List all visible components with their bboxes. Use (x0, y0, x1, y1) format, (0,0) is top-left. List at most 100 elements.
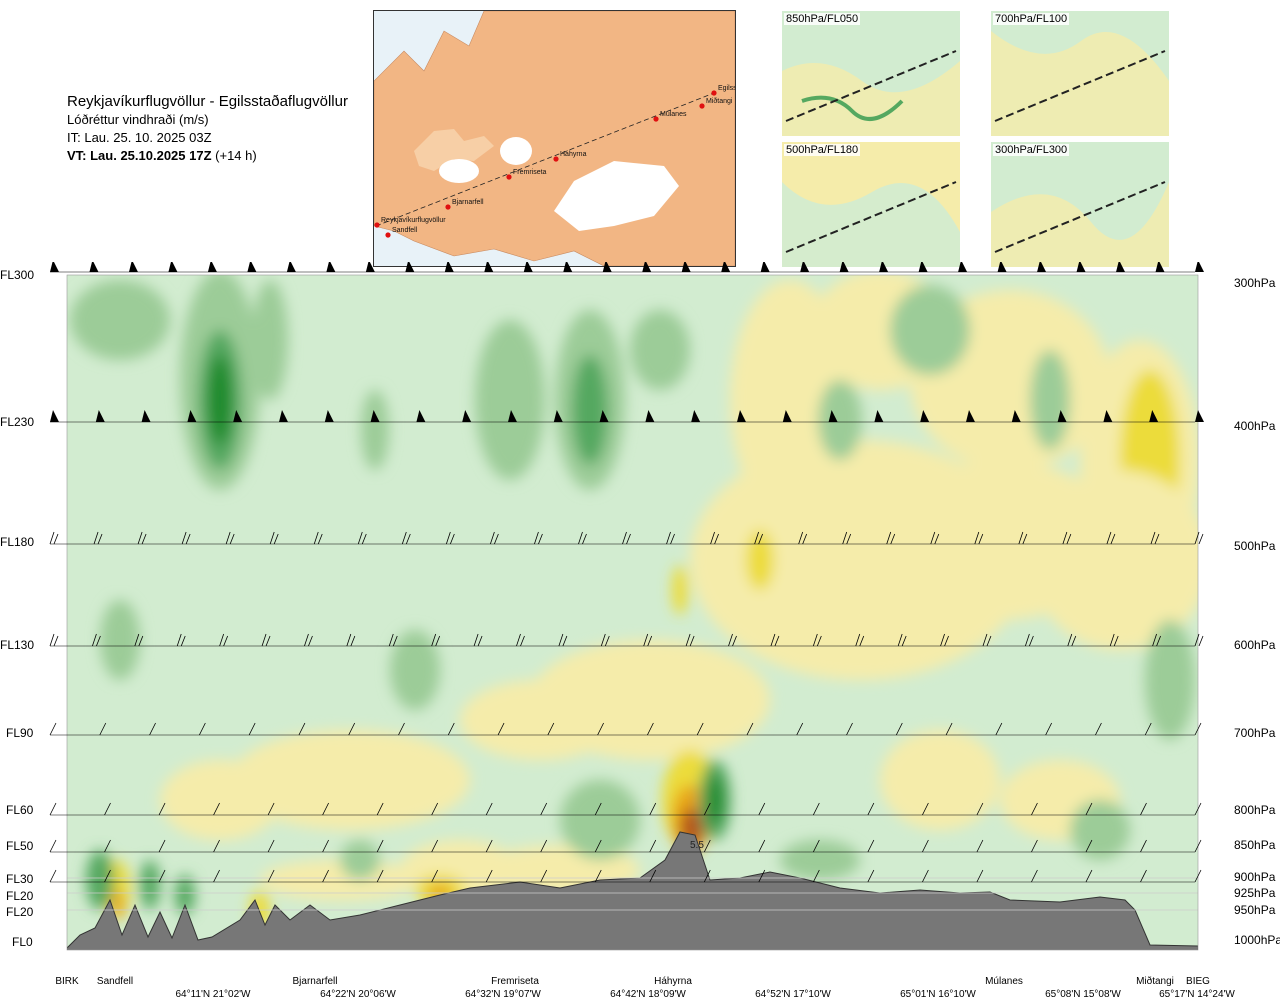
wind-barb (50, 410, 59, 422)
wind-barb (812, 633, 818, 647)
wind-barb (269, 531, 275, 545)
vertical-velocity-field (70, 275, 1198, 930)
wind-barb (1140, 802, 1147, 816)
map-waypoint-label: Miðtangi (706, 97, 733, 105)
wind-barb (1194, 722, 1202, 736)
wind-barb (758, 533, 763, 545)
fl-label: FL180 (0, 535, 35, 549)
map-waypoint-marker (653, 116, 659, 122)
thumb-300-svg (991, 142, 1169, 267)
wind-barb (365, 262, 375, 272)
map-waypoint-marker (553, 156, 559, 162)
wind-barb (326, 262, 336, 272)
wind-barb (846, 533, 852, 545)
wind-barb (49, 802, 57, 816)
wind-barb (141, 410, 151, 422)
wind-barb (304, 633, 309, 647)
wind-barb (213, 839, 220, 853)
thumbnail-300hpa[interactable]: 300hPa/FL300 (991, 142, 1169, 267)
coordinate-label: 64°42'N 18°09'W (610, 989, 686, 1000)
wind-barb (1062, 531, 1068, 545)
wind-barb (1194, 531, 1200, 545)
wind-barb (1140, 839, 1147, 853)
wind-barb (219, 633, 225, 647)
wind-barb (1018, 531, 1024, 545)
pressure-label: 600hPa (1234, 638, 1276, 652)
coordinate-label: 65°08'N 15°08'W (1045, 989, 1121, 1000)
map-waypoint-label: Fremriseta (513, 169, 547, 176)
wind-barb (158, 802, 166, 816)
wind-barb (599, 410, 609, 422)
wind-barb (922, 839, 929, 853)
wind-barb (49, 722, 57, 736)
wind-barb (1076, 262, 1086, 272)
wind-barb (485, 802, 493, 816)
map-waypoint-marker (506, 174, 512, 180)
wind-barb (520, 635, 525, 647)
coordinate-label: 64°52'N 17°10'W (755, 989, 831, 1000)
wind-barb (1106, 531, 1112, 545)
wind-barb (223, 635, 229, 647)
vertical-velocity-cell (70, 280, 170, 360)
wind-barb (920, 410, 930, 422)
wind-barb (1031, 869, 1038, 883)
wind-barb (597, 722, 604, 736)
wind-barb (1045, 722, 1053, 736)
parameter-label: Lóðréttur vindhraði (m/s) (67, 112, 209, 127)
wind-barb (846, 722, 853, 736)
vertical-velocity-cell (880, 730, 1000, 830)
pressure-label: 800hPa (1234, 803, 1276, 817)
max-value-annotation: 5.5 (690, 840, 704, 851)
thumbnail-850hpa[interactable]: 850hPa/FL050 (782, 11, 960, 136)
map-waypoint-label: Múlanes (660, 111, 687, 118)
pressure-label: 300hPa (1234, 276, 1276, 290)
vertical-velocity-cell (140, 860, 160, 910)
pressure-label: 950hPa (1234, 903, 1276, 917)
vertical-velocity-cell (361, 390, 389, 470)
vertical-velocity-cell (1030, 350, 1070, 450)
wind-barb (233, 410, 243, 422)
vertical-velocity-cell (560, 780, 640, 860)
wind-barb (582, 533, 587, 545)
coordinate-label: 64°22'N 20°06'W (320, 989, 396, 1000)
wind-barb (689, 635, 695, 647)
wind-barb (313, 531, 319, 545)
wind-barb (431, 869, 439, 883)
chart-header: Reykjavíkurflugvöllur - Egilsstaðaflugvö… (67, 93, 348, 165)
vertical-velocity-cell (208, 355, 232, 445)
wind-barb (721, 262, 731, 272)
vertical-velocity-cell (746, 530, 774, 590)
wind-barb (523, 262, 533, 272)
wind-barb (1071, 635, 1077, 647)
wind-barb (267, 869, 275, 883)
pressure-level-lines (67, 877, 1198, 911)
wind-barb (922, 869, 929, 883)
wind-barb (1085, 802, 1093, 816)
thumbnail-500hpa[interactable]: 500hPa/FL180 (782, 142, 960, 267)
wind-barb (758, 839, 766, 853)
wind-barb (1031, 839, 1038, 853)
issue-time: IT: Lau. 25. 10. 2025 03Z (67, 130, 212, 145)
wind-barb (187, 410, 197, 422)
wind-barb (796, 722, 804, 736)
fl-label: FL230 (0, 415, 35, 429)
wind-barb (812, 839, 820, 853)
wind-barb (1066, 533, 1072, 545)
wind-barb (53, 533, 59, 545)
wind-barb (643, 633, 649, 647)
thumbnail-label: 300hPa/FL300 (993, 144, 1070, 156)
wind-barb (348, 722, 356, 736)
station-label: BIEG (1186, 976, 1210, 987)
cross-section-svg: 5.5 (49, 262, 1204, 951)
wind-barb (642, 262, 652, 272)
wind-barb (322, 802, 329, 816)
wind-barb (494, 533, 499, 545)
vertical-velocity-cell (390, 630, 440, 710)
wind-barb (626, 533, 631, 545)
vertical-velocity-cell (1030, 470, 1198, 650)
thumbnail-700hpa[interactable]: 700hPa/FL100 (991, 11, 1169, 136)
thumbnail-label: 700hPa/FL100 (993, 13, 1070, 25)
pressure-label: 925hPa (1234, 886, 1276, 900)
wind-barb (99, 722, 107, 736)
vertical-velocity-cell (818, 380, 862, 460)
